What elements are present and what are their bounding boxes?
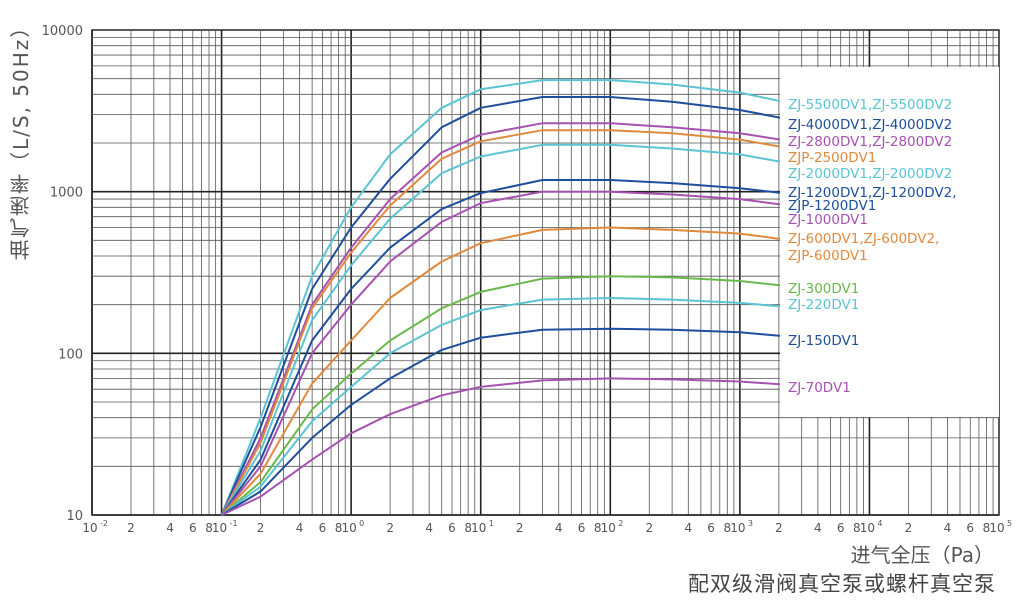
series-line-2 (220, 122, 802, 516)
series-line-10 (220, 275, 802, 516)
x-tick-minor: 4 (425, 521, 433, 535)
x-tick-labels: 10 -2 2 4 6 8 10 -1 2 4 6 8 10 0 2 4 6 8 10 1 2 4 6 8 10 2 2 4 6 8 10 3… (82, 519, 1012, 535)
legend-entry: ZJ-220DV1 (788, 297, 860, 313)
x-tick-exponent: -1 (230, 519, 238, 528)
x-tick-decade: 10 (82, 521, 97, 535)
legend-entry: ZJP-2500DV1 (788, 150, 877, 166)
x-tick-exponent: 0 (359, 519, 364, 528)
x-tick-minor: 2 (516, 521, 524, 535)
series-line-13 (221, 377, 802, 516)
y-tick-label: 10 (66, 509, 83, 524)
y-axis-label: 抽气速率（L/S, 50Hz） (9, 15, 33, 260)
legend-entry: ZJ-600DV1,ZJ-600DV2, (788, 231, 940, 247)
curves (220, 79, 802, 516)
x-tick-exponent: 3 (748, 519, 753, 528)
x-tick-exponent: 4 (877, 519, 882, 528)
legend-entry: ZJ-2000DV1,ZJ-2000DV2 (788, 166, 953, 182)
x-tick-decade: 10 (860, 521, 875, 535)
x-tick-exponent: 1 (489, 519, 494, 528)
y-tick-label: 100 (58, 347, 83, 362)
y-tick-labels: 10 100 1000 10000 (42, 24, 83, 524)
series-line-3 (220, 129, 802, 516)
x-tick-minor: 8 (205, 521, 213, 535)
x-tick-minor: 6 (707, 521, 715, 535)
x-tick-decade: 10 (989, 521, 1004, 535)
series-line-4 (220, 143, 802, 516)
x-tick-decade: 10 (601, 521, 616, 535)
x-tick-minor: 8 (983, 521, 991, 535)
legend-entry: ZJ-5500DV1,ZJ-5500DV2 (788, 97, 953, 113)
series-line-1 (220, 96, 802, 516)
x-tick-minor: 8 (723, 521, 731, 535)
series-line-7 (220, 190, 802, 516)
x-tick-minor: 4 (684, 521, 692, 535)
x-tick-minor: 6 (189, 521, 197, 535)
x-tick-minor: 4 (944, 521, 952, 535)
x-tick-minor: 4 (555, 521, 563, 535)
y-tick-label: 10000 (42, 24, 83, 39)
x-tick-minor: 2 (645, 521, 653, 535)
x-tick-minor: 2 (257, 521, 265, 535)
x-tick-minor: 2 (775, 521, 783, 535)
x-tick-minor: 8 (464, 521, 472, 535)
x-axis-label: 进气全压（Pa） (850, 543, 994, 567)
legend-entry: ZJP-600DV1 (788, 248, 868, 264)
x-tick-exponent: -2 (100, 519, 108, 528)
x-tick-minor: 4 (296, 521, 304, 535)
legend-entry: ZJ-1200DV1,ZJ-1200DV2, (788, 185, 957, 201)
x-tick-decade: 10 (212, 521, 227, 535)
series-line-5 (220, 179, 802, 516)
x-tick-minor: 6 (578, 521, 586, 535)
x-tick-decade: 10 (342, 521, 357, 535)
x-tick-minor: 6 (319, 521, 327, 535)
legend-entry: ZJ-70DV1 (788, 380, 851, 396)
legend-entry: ZJ-2800DV1,ZJ-2800DV2 (788, 134, 953, 150)
x-tick-minor: 6 (448, 521, 456, 535)
series-line-8 (220, 226, 802, 516)
x-tick-minor: 2 (127, 521, 135, 535)
x-tick-minor: 8 (853, 521, 861, 535)
x-tick-decade: 10 (471, 521, 486, 535)
x-tick-minor: 4 (166, 521, 174, 535)
legend-entry: ZJ-1000DV1 (788, 212, 868, 228)
series-line-0 (220, 79, 802, 516)
x-tick-minor: 8 (594, 521, 602, 535)
x-tick-minor: 6 (966, 521, 974, 535)
x-tick-exponent: 2 (618, 519, 623, 528)
y-tick-label: 1000 (50, 186, 83, 201)
x-tick-minor: 2 (905, 521, 913, 535)
x-tick-minor: 8 (335, 521, 343, 535)
chart-caption: 配双级滑阀真空泵或螺杆真空泵 (688, 572, 996, 596)
series-line-11 (221, 297, 802, 516)
legend-entry: ZJ-4000DV1,ZJ-4000DV2 (788, 117, 953, 133)
legend: ZJ-5500DV1,ZJ-5500DV2 ZJ-4000DV1,ZJ-4000D… (780, 67, 999, 417)
legend-entry: ZJ-300DV1 (788, 281, 860, 297)
x-tick-minor: 6 (837, 521, 845, 535)
series-line-12 (221, 327, 802, 516)
legend-entry: ZJ-150DV1 (788, 333, 860, 349)
x-tick-exponent: 5 (1007, 519, 1012, 528)
x-tick-minor: 2 (386, 521, 394, 535)
legend-entry: ZJP-1200DV1 (788, 198, 877, 214)
x-tick-decade: 10 (730, 521, 745, 535)
x-tick-minor: 4 (814, 521, 822, 535)
